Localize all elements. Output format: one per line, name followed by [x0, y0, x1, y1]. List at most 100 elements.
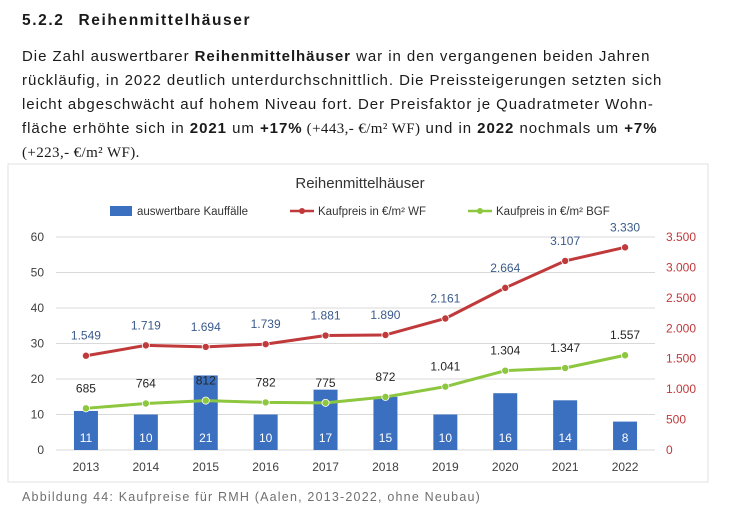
- wf-point: [381, 330, 390, 339]
- section-heading: 5.2.2 Reihenmittelhäuser: [22, 12, 251, 30]
- legend-label-bgf: Kaufpreis in €/m² BGF: [496, 206, 610, 218]
- x-tick-label: 2015: [192, 460, 219, 474]
- wf-value-label: 1.890: [370, 308, 400, 322]
- emphasis-run: Reihenmittelhäuser: [194, 48, 351, 65]
- bar-value-label: 17: [319, 431, 333, 445]
- bgf-point: [141, 399, 150, 408]
- section-number: 5.2.2: [22, 12, 65, 29]
- bar-value-label: 15: [379, 431, 393, 445]
- bgf-point: [621, 351, 630, 360]
- y-right-tick-label: 2.000: [666, 321, 696, 335]
- bgf-value-label: 1.347: [550, 341, 580, 355]
- legend-label-bars: auswertbare Kauffälle: [137, 206, 248, 218]
- bar: [253, 414, 278, 450]
- x-tick-label: 2014: [132, 460, 159, 474]
- bar-value-label: 10: [139, 431, 153, 445]
- y-right-tick-label: 3.500: [666, 230, 696, 244]
- bgf-value-label: 685: [76, 381, 96, 395]
- y-right-tick-label: 1.500: [666, 352, 696, 366]
- x-tick-label: 2016: [252, 460, 279, 474]
- bar: [193, 375, 218, 450]
- y-right-tick-label: 500: [666, 413, 686, 427]
- bgf-value-label: 1.304: [490, 344, 520, 358]
- x-tick-label: 2013: [73, 460, 100, 474]
- x-tick-label: 2018: [372, 460, 399, 474]
- wf-value-label: 1.549: [71, 329, 101, 343]
- y-left-tick-label: 10: [31, 408, 45, 422]
- wf-value-label: 1.739: [251, 317, 281, 331]
- bar-value-label: 16: [499, 431, 513, 445]
- bgf-point: [501, 366, 510, 375]
- wf-point: [321, 331, 330, 340]
- bar: [553, 400, 578, 450]
- bar: [493, 393, 518, 450]
- bgf-value-label: 764: [136, 377, 156, 391]
- x-tick-label: 2021: [552, 460, 579, 474]
- y-right-tick-label: 1.000: [666, 382, 696, 396]
- emphasis-run: 2022: [477, 120, 515, 137]
- wf-value-label: 2.161: [430, 291, 460, 305]
- bgf-point: [81, 404, 90, 413]
- wf-point: [141, 341, 150, 350]
- paragraph-line-4: fläche erhöhte sich in 2021 um +17% (+44…: [22, 117, 722, 141]
- wf-value-label: 1.881: [311, 309, 341, 323]
- legend-marker-bgf: [477, 208, 483, 214]
- wf-value-label: 1.694: [191, 320, 221, 334]
- bar-value-label: 10: [439, 431, 453, 445]
- text-run: und in: [420, 120, 478, 137]
- wf-point: [261, 340, 270, 349]
- text-run: nochmals um: [514, 120, 625, 137]
- wf-value-label: 3.107: [550, 234, 580, 248]
- bar: [73, 410, 98, 450]
- text-run: fläche erhöhte sich in: [22, 120, 190, 137]
- wf-value-label: 3.330: [610, 220, 640, 234]
- y-left-tick-label: 30: [31, 337, 45, 351]
- bar-value-label: 21: [199, 431, 213, 445]
- bgf-value-label: 1.557: [610, 328, 640, 342]
- wf-line: [85, 245, 626, 358]
- y-left-tick-label: 40: [31, 301, 45, 315]
- text-run: um: [226, 120, 260, 137]
- bgf-line: [85, 353, 626, 410]
- combo-chart: Reihenmittelhäuser 0 10 20 30 40 50 60 0 500 1.000…: [7, 163, 709, 483]
- bar-value-label: 10: [259, 431, 273, 445]
- paragraph-line-3: leicht abgeschwächt auf hohem Niveau for…: [22, 96, 654, 113]
- x-tick-label: 2017: [312, 460, 339, 474]
- bgf-point: [261, 398, 270, 407]
- paragraph-line-5: (+223,- €/m² WF).: [22, 145, 140, 161]
- x-tick-label: 2019: [432, 460, 459, 474]
- bar-value-label: 8: [622, 431, 629, 445]
- y-right-tick-label: 2.500: [666, 291, 696, 305]
- wf-value-label: 1.719: [131, 318, 161, 332]
- y-left-tick-label: 60: [31, 230, 45, 244]
- bgf-point: [201, 396, 210, 405]
- bgf-point: [441, 382, 450, 391]
- bgf-value-label: 812: [196, 374, 216, 388]
- text-run: war in den vergangenen beiden Jahren: [350, 48, 651, 65]
- emphasis-run: 2021: [189, 120, 227, 137]
- wf-point: [81, 351, 90, 360]
- chart-container: Reihenmittelhäuser 0 10 20 30 40 50 60 0 500 1.000…: [0, 160, 739, 485]
- chart-title: Reihenmittelhäuser: [295, 175, 424, 192]
- bar: [433, 414, 458, 450]
- legend-marker-wf: [299, 208, 305, 214]
- bgf-point: [561, 364, 570, 373]
- paragraph-line-1: Die Zahl auswertbarer Reihenmittelhäuser…: [22, 45, 722, 69]
- bgf-value-label: 775: [316, 376, 336, 390]
- emphasis-run: +7%: [624, 120, 658, 137]
- section-title: Reihenmittelhäuser: [78, 12, 252, 29]
- paragraph-line-2: rückläufig, in 2022 deutlich unterdurchs…: [22, 72, 663, 89]
- bar: [613, 421, 638, 450]
- y-left-tick-label: 50: [31, 266, 45, 280]
- bgf-value-label: 1.041: [430, 360, 460, 374]
- y-left-tick-label: 0: [37, 443, 44, 457]
- x-tick-label: 2020: [492, 460, 519, 474]
- bgf-value-label: 782: [256, 375, 276, 389]
- wf-point: [621, 243, 630, 252]
- legend-swatch-bars: [110, 206, 132, 216]
- bar: [373, 396, 398, 450]
- x-tick-label: 2022: [612, 460, 639, 474]
- bar-value-label: 11: [80, 431, 93, 445]
- wf-point: [501, 283, 510, 292]
- chart-frame: [7, 163, 709, 483]
